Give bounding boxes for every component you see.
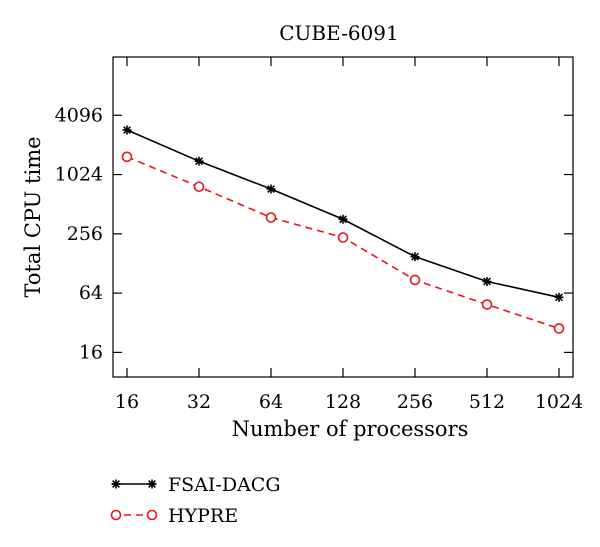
series-layer xyxy=(121,125,565,334)
x-tick-label: 32 xyxy=(187,391,211,413)
x-tick-label: 64 xyxy=(259,391,283,413)
x-tick-label: 256 xyxy=(397,391,433,413)
data-point-fsai-dacg xyxy=(338,214,348,224)
y-axis: 16 64 256 1024 4096 xyxy=(55,104,573,363)
x-axis-label: Number of processors xyxy=(232,417,469,441)
data-point-fsai-dacg xyxy=(194,156,204,166)
data-point-hypre xyxy=(337,232,349,243)
legend-marker xyxy=(146,509,158,521)
data-point-fsai-dacg xyxy=(122,125,132,135)
series-line-fsai-dacg xyxy=(126,129,560,299)
data-point-fsai-dacg xyxy=(482,276,492,286)
chart-title: CUBE-6091 xyxy=(279,21,398,45)
y-tick-label: 4096 xyxy=(55,104,103,126)
data-point-hypre xyxy=(121,151,133,163)
data-point-hypre xyxy=(265,212,277,223)
legend-label: FSAI-DACG xyxy=(168,474,281,496)
x-tick-label: 128 xyxy=(325,391,361,413)
y-tick-label: 1024 xyxy=(55,164,103,186)
data-point-hypre xyxy=(409,274,421,286)
data-point-fsai-dacg xyxy=(410,252,420,262)
x-axis: 16 32 64 128 256 512 1024 xyxy=(115,57,583,413)
legend-marker xyxy=(110,509,122,521)
y-axis-label: Total CPU time xyxy=(21,136,45,297)
legend-label: HYPRE xyxy=(168,505,238,527)
y-tick-label: 256 xyxy=(67,223,103,245)
y-tick-label: 16 xyxy=(79,341,103,363)
data-point-hypre xyxy=(481,299,493,310)
data-point-hypre xyxy=(553,323,565,334)
data-point-fsai-dacg xyxy=(554,292,564,302)
x-tick-label: 16 xyxy=(115,391,139,413)
legend-marker xyxy=(111,479,121,489)
x-tick-label: 512 xyxy=(469,391,505,413)
y-tick-label: 64 xyxy=(79,282,103,304)
legend-marker xyxy=(147,479,157,489)
x-tick-label: 1024 xyxy=(535,391,583,413)
data-point-fsai-dacg xyxy=(266,184,276,194)
data-point-hypre xyxy=(193,181,205,193)
legend: FSAI-DACG HYPRE xyxy=(110,474,281,527)
